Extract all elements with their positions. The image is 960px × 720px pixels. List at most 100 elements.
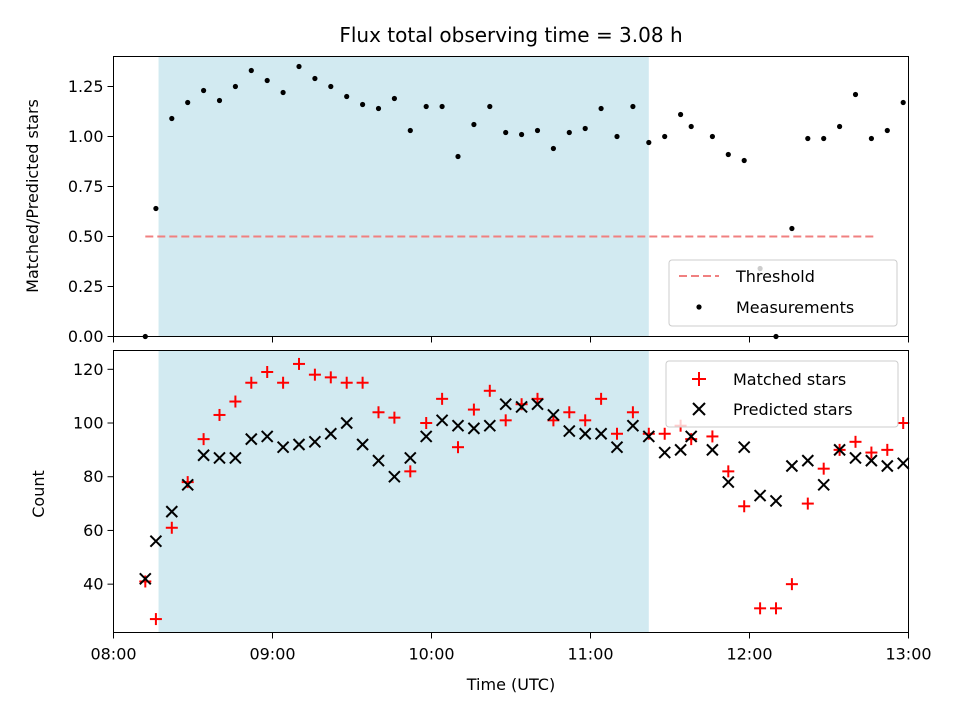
matched-star-point xyxy=(881,443,894,456)
y-tick-label: 80 xyxy=(83,467,103,486)
matched-star-point xyxy=(849,435,862,448)
observing-window-span xyxy=(158,56,649,337)
legend-predicted-label: Predicted stars xyxy=(733,400,853,419)
measurement-point xyxy=(407,127,413,134)
predicted-star-point xyxy=(404,451,417,465)
measurement-point xyxy=(550,145,557,152)
measurement-point xyxy=(868,135,875,142)
predicted-star-point xyxy=(722,475,735,489)
bottom-x-axis: 08:00 09:00 10:00 11:00 12:00 13:00 xyxy=(90,632,932,664)
measurement-point xyxy=(296,63,302,70)
predicted-star-point xyxy=(753,489,767,502)
measurement-point xyxy=(741,157,747,164)
y-tick-label: 0.25 xyxy=(68,277,104,296)
measurement-point xyxy=(232,83,238,90)
predicted-star-point xyxy=(276,440,290,454)
measurement-point xyxy=(662,133,668,140)
measurement-point xyxy=(519,131,525,138)
predicted-star-point xyxy=(213,451,226,465)
predicted-star-point xyxy=(149,534,163,548)
top-legend: Threshold Measurements xyxy=(668,259,898,327)
x-axis-label: Time (UTC) xyxy=(466,675,555,694)
matched-star-point xyxy=(197,433,210,446)
measurement-point xyxy=(312,75,318,82)
predicted-star-point xyxy=(499,398,512,411)
matched-star-point xyxy=(277,376,290,389)
predicted-star-point xyxy=(769,494,783,508)
predicted-star-point xyxy=(563,424,576,438)
y-tick-label: 0.75 xyxy=(68,177,104,196)
legend-measurements-swatch xyxy=(696,304,702,310)
matched-star-point xyxy=(579,414,592,427)
measurement-point xyxy=(375,105,382,112)
measurement-point xyxy=(471,121,477,128)
y-tick-label: 1.25 xyxy=(68,77,104,96)
legend-matched-swatch xyxy=(692,372,706,386)
predicted-star-point xyxy=(435,414,449,427)
bottom-axes-frame xyxy=(113,350,909,633)
bottom-y-axis-label: Count xyxy=(29,470,48,518)
predicted-star-point xyxy=(610,440,624,454)
matched-star-point xyxy=(245,376,258,389)
measurement-point xyxy=(646,139,652,146)
measurement-point xyxy=(852,91,859,98)
predicted-star-point xyxy=(642,430,656,443)
top-axes-frame xyxy=(113,56,909,337)
measurement-point xyxy=(614,133,620,140)
legend-threshold-label: Threshold xyxy=(735,267,815,286)
matched-star-point xyxy=(785,578,798,591)
predicted-star-point xyxy=(308,435,322,449)
predicted-star-point xyxy=(817,478,830,491)
y-tick-label: 100 xyxy=(73,414,104,433)
matched-star-point xyxy=(754,602,767,615)
matched-star-point xyxy=(388,411,401,424)
predicted-star-point xyxy=(849,451,862,465)
matched-star-point xyxy=(293,357,305,370)
predicted-star-point xyxy=(531,398,544,411)
y-tick-label: 0.50 xyxy=(68,227,104,246)
matched-star-point xyxy=(499,414,512,427)
x-tick-label: 10:00 xyxy=(408,645,454,664)
measurement-point xyxy=(630,103,636,110)
measurement-point xyxy=(598,105,604,112)
predicted-star-point xyxy=(658,446,671,459)
predicted-star-point xyxy=(229,451,242,465)
matched-star-point xyxy=(372,406,385,419)
measurement-point xyxy=(201,87,207,94)
measurement-point xyxy=(391,95,397,102)
predicted-star-point xyxy=(181,478,194,491)
matched-star-point xyxy=(611,427,623,440)
bottom-legend: Matched stars Predicted stars xyxy=(665,360,899,428)
predicted-star-point xyxy=(483,419,497,432)
measurement-point xyxy=(884,127,890,134)
measurement-point xyxy=(503,129,509,136)
bottom-legend-box xyxy=(665,360,899,428)
measurement-point xyxy=(821,135,827,142)
measurement-point xyxy=(688,123,694,130)
matched-star-point xyxy=(595,392,608,405)
matched-star-point xyxy=(308,368,321,381)
measurement-point xyxy=(185,99,191,106)
measurement-point xyxy=(709,133,716,140)
predicted-stars-series xyxy=(139,398,910,585)
predicted-star-point xyxy=(674,443,687,457)
matched-star-point xyxy=(626,406,639,419)
matched-star-point xyxy=(722,465,735,478)
matched-star-point xyxy=(483,384,496,397)
predicted-star-point xyxy=(260,430,274,443)
predicted-star-point xyxy=(785,459,799,473)
bottom-y-axis: 40 60 80 100 120 xyxy=(73,360,114,594)
measurement-point xyxy=(487,103,493,110)
measurement-point xyxy=(264,77,270,84)
y-tick-label: 40 xyxy=(83,575,103,594)
predicted-star-point xyxy=(833,443,846,457)
matched-star-point xyxy=(817,462,830,475)
predicted-star-point xyxy=(801,454,815,467)
legend-measurements-label: Measurements xyxy=(736,298,854,317)
matched-star-point xyxy=(149,613,162,626)
x-tick-label: 13:00 xyxy=(885,645,931,664)
predicted-star-point xyxy=(896,457,910,470)
measurement-point xyxy=(328,83,334,90)
measurement-point xyxy=(789,225,795,232)
